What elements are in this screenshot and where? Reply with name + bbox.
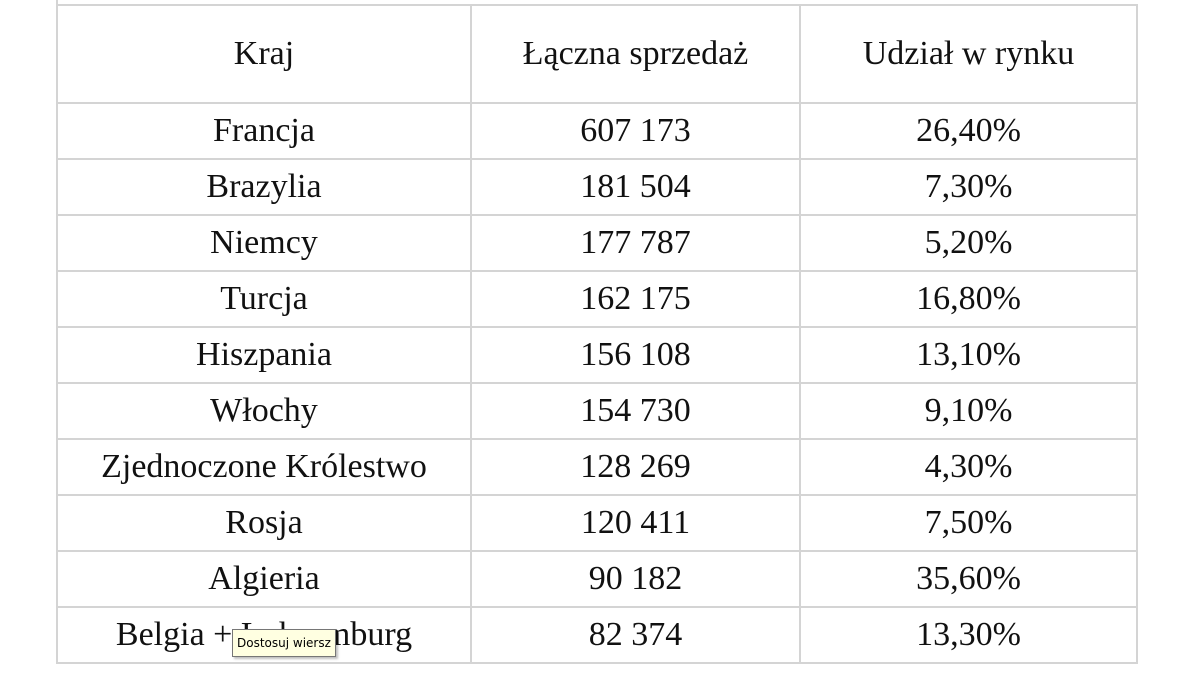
table-row: Turcja 162 175 16,80%	[56, 270, 1138, 328]
table-cell: 181 504	[470, 158, 801, 216]
border-edge	[56, 0, 58, 6]
table-row: Algieria 90 182 35,60%	[56, 550, 1138, 608]
table-cell: Hiszpania	[56, 326, 472, 384]
table-cell: Niemcy	[56, 214, 472, 272]
table-cell: 156 108	[470, 326, 801, 384]
table-cell: 7,30%	[799, 158, 1138, 216]
table-cell: Algieria	[56, 550, 472, 608]
table-cell: 162 175	[470, 270, 801, 328]
table-row: Niemcy 177 787 5,20%	[56, 214, 1138, 272]
table-cell: 35,60%	[799, 550, 1138, 608]
table-cell: 9,10%	[799, 382, 1138, 440]
sales-table: Kraj Łączna sprzedaż Udział w rynku Francj…	[56, 4, 1138, 664]
table-cell: 16,80%	[799, 270, 1138, 328]
header-cell: Łączna sprzedaż	[470, 4, 801, 104]
table-cell: 90 182	[470, 550, 801, 608]
table-row: Włochy 154 730 9,10%	[56, 382, 1138, 440]
table-cell: 128 269	[470, 438, 801, 496]
table-cell: 120 411	[470, 494, 801, 552]
table-cell: 82 374	[470, 606, 801, 664]
table-cell: Turcja	[56, 270, 472, 328]
table-cell: 154 730	[470, 382, 801, 440]
table-cell: Francja	[56, 102, 472, 160]
table-row: Rosja 120 411 7,50%	[56, 494, 1138, 552]
table-cell: Zjednoczone Królestwo	[56, 438, 472, 496]
header-row: Kraj Łączna sprzedaż Udział w rynku	[56, 4, 1138, 104]
header-cell: Kraj	[56, 4, 472, 104]
table-cell: Brazylia	[56, 158, 472, 216]
table-row: Zjednoczone Królestwo 128 269 4,30%	[56, 438, 1138, 496]
table-cell: 607 173	[470, 102, 801, 160]
table-cell: 13,30%	[799, 606, 1138, 664]
table-cell: Włochy	[56, 382, 472, 440]
table-cell: 4,30%	[799, 438, 1138, 496]
table-row: Hiszpania 156 108 13,10%	[56, 326, 1138, 384]
table-cell: 7,50%	[799, 494, 1138, 552]
table-body: Francja 607 173 26,40% Brazylia 181 504 7,30%…	[56, 102, 1138, 664]
table-cell: Rosja	[56, 494, 472, 552]
table-row: Brazylia 181 504 7,30%	[56, 158, 1138, 216]
table-cell: 26,40%	[799, 102, 1138, 160]
table-cell: 177 787	[470, 214, 801, 272]
table-cell: 13,10%	[799, 326, 1138, 384]
table-row: Francja 607 173 26,40%	[56, 102, 1138, 160]
tooltip: Dostosuj wiersz	[232, 629, 336, 657]
table-cell: 5,20%	[799, 214, 1138, 272]
header-cell: Udział w rynku	[799, 4, 1138, 104]
